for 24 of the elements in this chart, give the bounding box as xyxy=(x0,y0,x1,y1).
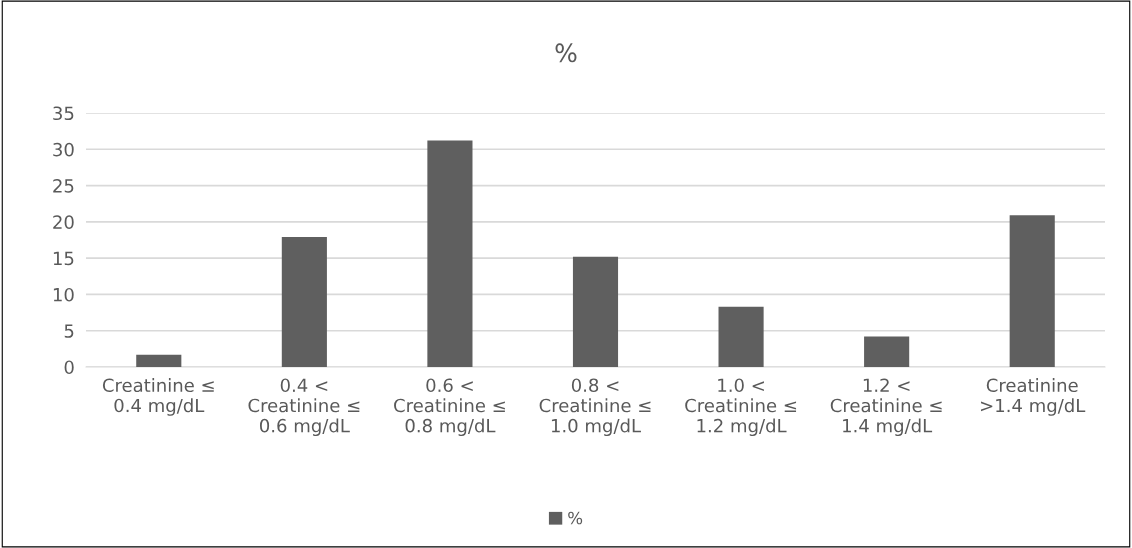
bar xyxy=(281,237,327,367)
x-tick-label: 0.6 < Creatinine ≤ 0.8 mg/dL xyxy=(394,378,505,437)
y-tick-label: 0 xyxy=(64,360,74,375)
bar xyxy=(572,256,619,367)
x-tick-label: 1.2 < Creatinine ≤ 1.4 mg/dL xyxy=(830,378,942,437)
y-tick-label: 30 xyxy=(53,142,74,157)
bar xyxy=(718,306,764,367)
y-tick-label: 10 xyxy=(53,287,74,302)
bar xyxy=(864,336,910,367)
y-tick-label: 5 xyxy=(64,324,74,338)
chart-title: % xyxy=(555,43,577,63)
bar xyxy=(1009,215,1055,367)
x-tick-label: 0.8 < Creatinine ≤ 1.0 mg/dL xyxy=(539,378,651,437)
x-tick-label: 1.0 < Creatinine ≤ 1.2 mg/dL xyxy=(685,378,797,437)
y-tick-label: 25 xyxy=(53,179,74,193)
y-tick-label: 15 xyxy=(53,251,74,266)
y-tick-label: 20 xyxy=(53,215,74,229)
bar xyxy=(136,354,182,367)
legend-label: % xyxy=(568,511,583,525)
bar xyxy=(427,140,473,367)
x-tick-label: 0.4 < Creatinine ≤ 0.6 mg/dL xyxy=(248,378,360,437)
x-tick-label: Creatinine ≤ 0.4 mg/dL xyxy=(102,378,214,416)
y-tick-label: 35 xyxy=(53,106,74,121)
x-tick-label: Creatinine >1.4 mg/dL xyxy=(981,378,1086,416)
